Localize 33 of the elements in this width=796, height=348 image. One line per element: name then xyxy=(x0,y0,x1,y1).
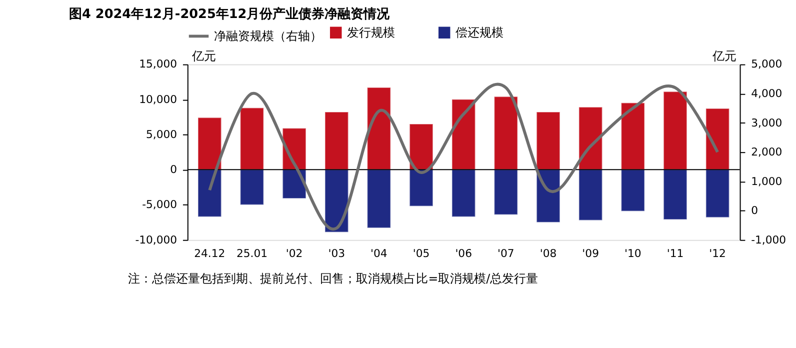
x-tick-label: '06 xyxy=(455,247,472,260)
chart-title: 图4 2024年12月-2025年12月份产业债券净融资情况 xyxy=(69,6,391,22)
y-tick-label: 5,000 xyxy=(146,128,178,141)
y-axis-title: 亿元 xyxy=(190,48,216,63)
y2-tick-label: 3,000 xyxy=(751,116,782,130)
x-tick-label: '09 xyxy=(582,247,600,260)
x-tick-label: '08 xyxy=(540,247,557,260)
x-tick-label: '12 xyxy=(709,247,726,260)
y2-tick-label: 2,000 xyxy=(751,146,782,159)
y2-axis-title: 亿元 xyxy=(711,48,736,63)
y-tick-label: 0 xyxy=(170,163,178,176)
y-tick-label: 15,000 xyxy=(139,58,178,71)
y-tick-label: -10,000 xyxy=(135,233,178,246)
x-tick-label: '03 xyxy=(328,247,346,260)
legend-label: 发行规模 xyxy=(347,26,396,40)
x-tick-label: '10 xyxy=(624,247,642,260)
x-tick-label: '07 xyxy=(498,247,514,260)
x-tick-label: '02 xyxy=(286,247,303,260)
y2-tick-label: -1,000 xyxy=(751,233,786,246)
text: 注：总偿还量包括到期、提前兑付、回售；取消规模占比=取消规模/总发行量 xyxy=(128,271,538,286)
y-tick-label: -5,000 xyxy=(142,198,178,212)
x-tick-label: '04 xyxy=(370,247,388,260)
legend-label: 偿还规模 xyxy=(456,26,504,40)
y2-tick-label: 0 xyxy=(751,204,758,218)
y2-tick-label: 1,000 xyxy=(751,174,782,188)
x-tick-label: '05 xyxy=(412,247,430,260)
legend-label: 净融资规模（右轴） xyxy=(214,29,322,44)
x-tick-label: '11 xyxy=(666,247,684,260)
y-tick-label: 10,000 xyxy=(139,92,178,106)
y2-tick-label: 4,000 xyxy=(751,87,782,100)
y2-tick-label: 5,000 xyxy=(751,58,782,71)
x-tick-label: 25.01 xyxy=(236,247,268,260)
x-tick-label: 24.12 xyxy=(194,247,226,260)
